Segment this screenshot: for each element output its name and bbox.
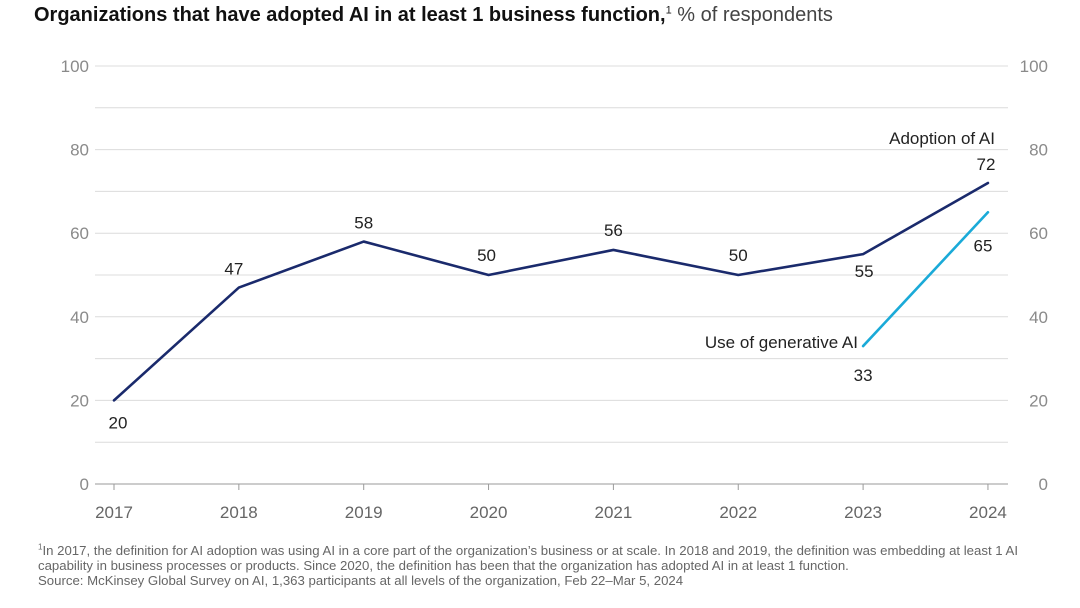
series-label-adoption: Adoption of AI bbox=[889, 129, 995, 148]
y-tick-label-right: 80 bbox=[1029, 141, 1048, 160]
chart-footnote: 1In 2017, the definition for AI adoption… bbox=[38, 543, 1048, 588]
adoption-data-label: 50 bbox=[477, 246, 496, 265]
adoption-data-label: 20 bbox=[109, 413, 128, 432]
y-tick-label-right: 40 bbox=[1029, 308, 1048, 327]
x-tick-label: 2023 bbox=[844, 503, 882, 522]
y-tick-label-right: 0 bbox=[1039, 475, 1048, 494]
chart-title-main: Organizations that have adopted AI in at… bbox=[34, 4, 666, 26]
y-tick-label-left: 0 bbox=[80, 475, 89, 494]
adoption-data-label: 47 bbox=[224, 260, 243, 279]
footnote-text: In 2017, the definition for AI adoption … bbox=[38, 543, 1018, 573]
y-tick-label-right: 60 bbox=[1029, 224, 1048, 243]
adoption-data-label: 56 bbox=[604, 221, 623, 240]
y-tick-label-right: 20 bbox=[1029, 391, 1048, 410]
y-tick-label-right: 100 bbox=[1020, 57, 1048, 76]
x-tick-label: 2018 bbox=[220, 503, 258, 522]
x-tick-label: 2021 bbox=[594, 503, 632, 522]
adoption-data-label: 50 bbox=[729, 246, 748, 265]
generative-data-label: 65 bbox=[973, 236, 992, 255]
generative-data-label: 33 bbox=[854, 366, 873, 385]
chart-title: Organizations that have adopted AI in at… bbox=[34, 4, 833, 27]
generative-ai-line bbox=[861, 211, 990, 348]
adoption-data-label: 55 bbox=[855, 262, 874, 281]
y-tick-label-left: 20 bbox=[70, 391, 89, 410]
chart-title-unit: % of respondents bbox=[677, 4, 833, 26]
adoption-data-label: 72 bbox=[976, 155, 995, 174]
y-tick-label-left: 80 bbox=[70, 141, 89, 160]
footnote-marker: 1 bbox=[38, 542, 43, 552]
x-tick-label: 2022 bbox=[719, 503, 757, 522]
source-text: Source: McKinsey Global Survey on AI, 1,… bbox=[38, 573, 684, 588]
x-tick-label: 2024 bbox=[969, 503, 1007, 522]
x-tick-label: 2017 bbox=[95, 503, 133, 522]
series-label-generative-ai: Use of generative AI bbox=[705, 333, 858, 352]
x-tick-label: 2019 bbox=[345, 503, 383, 522]
adoption-of-ai-line bbox=[112, 181, 990, 402]
x-tick-label: 2020 bbox=[470, 503, 508, 522]
y-tick-label-left: 40 bbox=[70, 308, 89, 327]
y-tick-label-left: 60 bbox=[70, 224, 89, 243]
adoption-data-label: 58 bbox=[354, 214, 373, 233]
y-tick-label-left: 100 bbox=[61, 57, 89, 76]
title-footnote-marker: 1 bbox=[665, 4, 672, 17]
